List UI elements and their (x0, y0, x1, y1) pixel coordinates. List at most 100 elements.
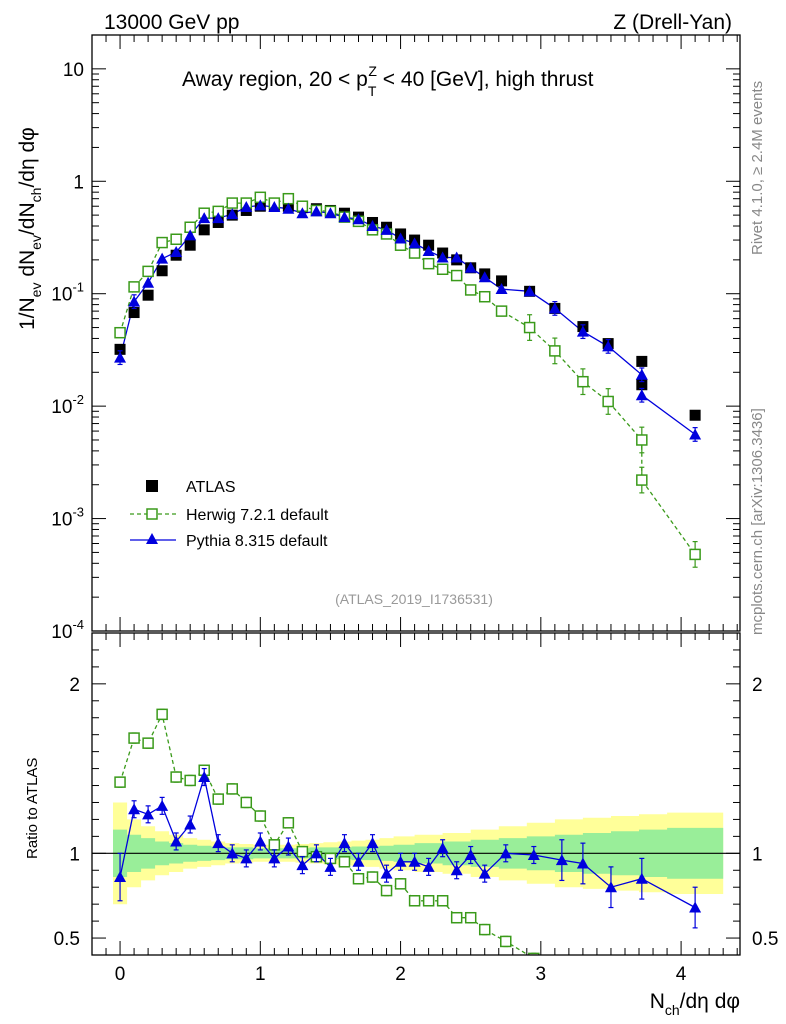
energy-label: 13000 GeV pp (104, 11, 239, 34)
ratio-pythia-point (555, 854, 568, 866)
herwig-point (689, 548, 701, 561)
ratio-herwig-point (408, 895, 421, 907)
ratio-pythia-point (380, 867, 393, 879)
rivet-version-label: Rivet 4.1.0, ≥ 2.4M events (749, 81, 766, 255)
ratio-herwig-point (422, 895, 435, 907)
pythia-point (394, 232, 407, 244)
pythia-point (422, 244, 435, 256)
x-tick-label: 3 (536, 964, 547, 985)
legend-herwig-label: Herwig 7.2.1 default (186, 507, 329, 524)
ratio-pythia-point (212, 837, 225, 849)
ratio-herwig-point (226, 783, 239, 795)
ratio-pythia-point (689, 901, 702, 913)
pythia-point (128, 295, 141, 307)
herwig-point (282, 192, 295, 205)
ratio-herwig-point (380, 884, 393, 897)
y-tick-label: 10-4 (51, 617, 84, 643)
ratio-herwig-point (128, 732, 140, 744)
pythia-point (478, 271, 491, 283)
main-y-axis-label: 1/Nev dNev/dNch/dη dφ (16, 127, 44, 330)
herwig-point (549, 345, 561, 357)
x-axis-label: Nch/dη dφ (650, 990, 740, 1018)
ratio-pythia-point (478, 867, 491, 879)
atlas-point (496, 275, 508, 287)
herwig-point (436, 263, 449, 276)
herwig-point (128, 281, 140, 293)
ratio-herwig-point (142, 737, 154, 749)
ratio-y-tick-label: 0.5 (54, 929, 80, 950)
atlas-point (184, 239, 196, 251)
pythia-point (212, 212, 225, 224)
pythia-point (254, 199, 267, 211)
ratio-herwig-point (184, 774, 196, 787)
ratio-pythia-point (408, 855, 421, 867)
pythia-point (548, 302, 561, 314)
ratio-pythia-point (142, 808, 155, 820)
process-label: Z (Drell-Yan) (613, 11, 732, 34)
ratio-herwig-point (394, 878, 407, 890)
ratio-herwig-point (436, 895, 449, 907)
ratio-pythia-point (499, 847, 512, 859)
herwig-point (422, 257, 435, 270)
ratio-pythia-point (352, 855, 365, 867)
pythia-point (142, 276, 155, 288)
y-tick-label: 10-3 (51, 505, 84, 531)
ratio-pythia-point (635, 872, 648, 884)
ratio-pythia-point (422, 860, 435, 872)
pythia-point (436, 251, 449, 263)
ratio-herwig-point (450, 911, 463, 924)
herwig-point (577, 375, 589, 388)
main-title: Away region, 20 < pTZ < 40 [GeV], high t… (182, 63, 594, 99)
ratio-pythia-point (576, 857, 589, 869)
pythia-point (226, 208, 239, 220)
pythia-point (635, 389, 648, 401)
herwig-point (523, 321, 536, 334)
herwig-point (156, 236, 168, 249)
ratio-y-axis-label: Ratio to ATLAS (24, 758, 41, 859)
ratio-pythia-point (240, 852, 253, 864)
herwig-line (119, 196, 696, 555)
pythia-point (296, 207, 309, 219)
atlas-point (689, 409, 701, 421)
x-tick-label: 4 (676, 964, 687, 985)
ratio-pythia-line (119, 776, 696, 909)
ratio-herwig-point (254, 810, 267, 822)
x-tick-label: 0 (115, 964, 126, 985)
ratio-pythia-point (128, 803, 141, 815)
pythia-point (576, 325, 589, 337)
pythia-point (450, 251, 463, 263)
pythia-point (240, 201, 253, 213)
ratio-y-tick-label: 2 (69, 675, 80, 696)
pythia-point (268, 201, 281, 213)
ratio-herwig-point (156, 708, 168, 721)
ratio-herwig-point (500, 935, 512, 948)
y-tick-label: 1 (73, 172, 84, 193)
ratio-pythia-point (464, 849, 477, 861)
pythia-point (114, 351, 127, 363)
legend-herwig-marker (146, 508, 158, 520)
ratio-pythia-point (310, 847, 323, 859)
pythia-point (324, 207, 337, 219)
pythia-point (338, 211, 351, 223)
ratio-pythia-point (226, 847, 239, 859)
ratio-y-tick-label-right: 0.5 (752, 929, 778, 950)
ratio-herwig-point (114, 776, 126, 788)
ratio-herwig-point (366, 871, 379, 883)
legend-atlas-label: ATLAS (186, 479, 236, 496)
pythia-point (198, 212, 211, 224)
atlas-point (114, 343, 126, 355)
ratio-pythia-point (394, 855, 407, 867)
ratio-pythia-point (338, 837, 351, 849)
herwig-point (495, 305, 508, 317)
analysis-id-label: (ATLAS_2019_I1736531) (335, 591, 493, 607)
ratio-pythia-point (254, 835, 267, 847)
pythia-point (184, 229, 197, 241)
ratio-herwig-point (268, 839, 281, 851)
ratio-pythia-point (170, 835, 183, 847)
ratio-pythia-point (436, 842, 449, 854)
main-plot-frame (91, 34, 741, 632)
herwig-point (170, 233, 182, 246)
ratio-herwig-point (352, 872, 365, 885)
ratio-pythia-point (268, 852, 281, 864)
herwig-point (450, 269, 463, 282)
